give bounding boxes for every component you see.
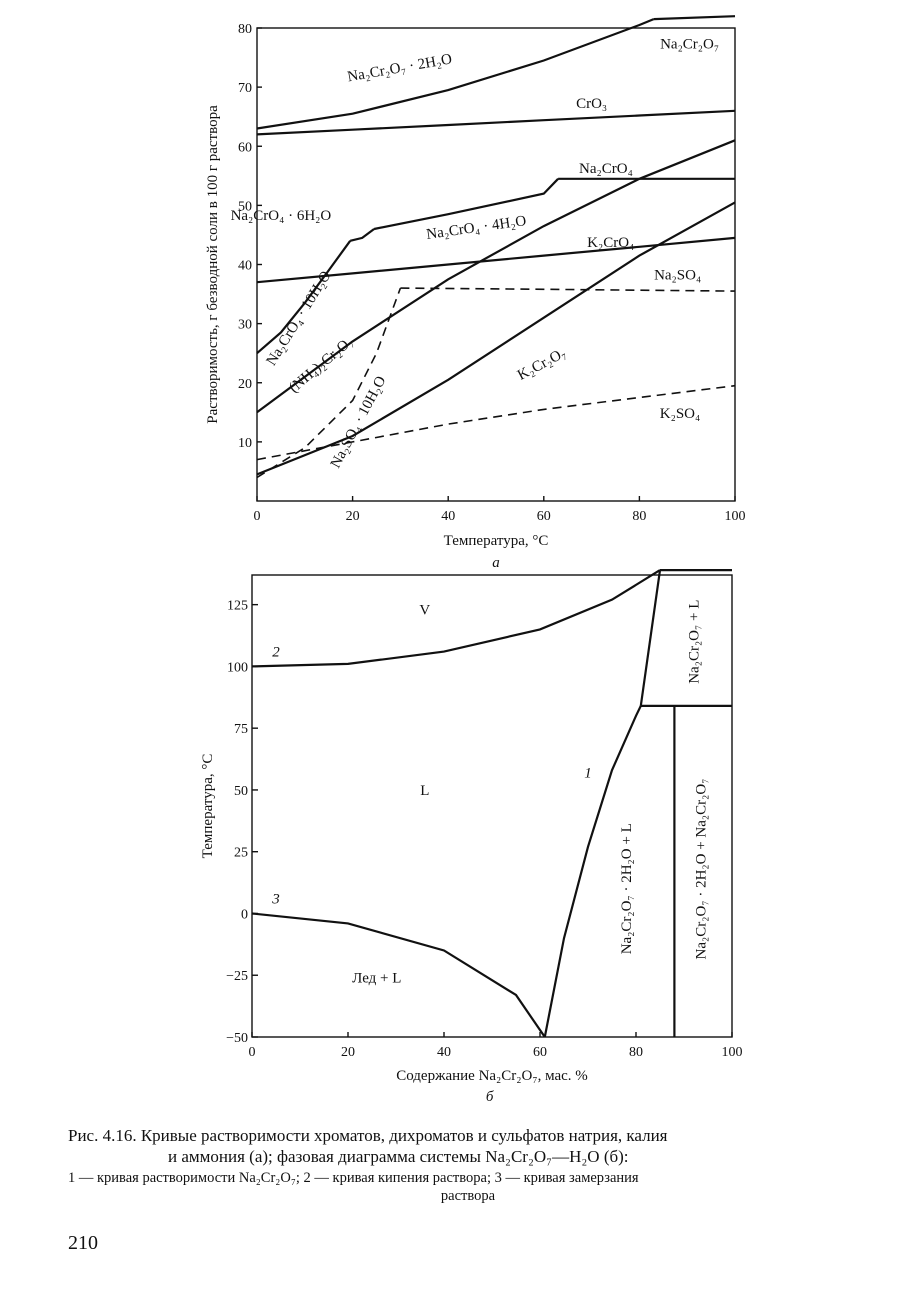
caption-line-2: и аммония (а); фазовая диаграмма системы… <box>168 1147 629 1166</box>
y-tick-label: 50 <box>238 199 252 214</box>
phase-line-3 <box>251 912 546 1038</box>
series-label: Na₂Cr₂O₇ · 2H₂O <box>346 51 453 85</box>
phase-line-2 <box>251 569 661 668</box>
x-tick-label: 0 <box>249 1045 256 1060</box>
y-tick-label: −25 <box>226 969 248 984</box>
series-line-na-so-10h-o <box>256 287 402 479</box>
y-tick-label: 100 <box>227 660 248 675</box>
y-tick-label: 10 <box>238 436 252 451</box>
x-tick-label: 40 <box>437 1045 451 1060</box>
y-tick-label: 0 <box>241 907 248 922</box>
plot-frame-a <box>256 27 736 502</box>
series-label: K₂CrO₄ <box>587 235 634 251</box>
y-tick-label: 60 <box>238 140 252 155</box>
page-number: 210 <box>68 1232 98 1254</box>
x-tick-label: 80 <box>629 1045 643 1060</box>
x-tick-label: 100 <box>725 509 746 524</box>
series-label: Na₂CrO₄ · 6H₂O <box>231 208 332 224</box>
curve-number-label: 2 <box>272 645 280 661</box>
curve-number-label: 3 <box>271 892 280 908</box>
region-label: Лед + L <box>352 971 401 987</box>
x-tick-label: 100 <box>722 1045 743 1060</box>
y-tick-label: 80 <box>238 22 252 37</box>
curve-number-label: 1 <box>584 766 592 782</box>
series-line-na-so <box>400 287 736 292</box>
y-tick-label: 75 <box>234 722 248 737</box>
y-tick-label: 40 <box>238 259 252 274</box>
series-label: (NH₄)₂Cr₂O₇ <box>286 334 356 397</box>
region-label: V <box>419 603 430 619</box>
series-line-cro <box>256 109 736 136</box>
series-label: Na₂CrO₄ <box>579 161 633 177</box>
x-tick-label: 20 <box>341 1045 355 1060</box>
caption-note-1: 1 — кривая растворимости Na₂Cr₂O₇; 2 — к… <box>68 1170 639 1186</box>
caption-line-1: Рис. 4.16. Кривые растворимости хроматов… <box>68 1126 668 1145</box>
series-label: CrO₃ <box>576 96 607 112</box>
x-tick-label: 60 <box>533 1045 547 1060</box>
y-tick-label: −50 <box>226 1031 248 1046</box>
figure-caption: Рис. 4.16. Кривые растворимости хроматов… <box>68 1125 868 1205</box>
plot-frame-b <box>251 574 733 1038</box>
x-tick-label: 40 <box>441 509 455 524</box>
region-label: Na₂Cr₂O₇ + L <box>686 600 702 684</box>
y-axis-label: Растворимость, г безводной соли в 100 г … <box>205 105 221 424</box>
series-line-nh-cr-o <box>256 139 736 414</box>
y-tick-label: 70 <box>238 81 252 96</box>
series-line-na-cro-6h-o <box>349 228 375 242</box>
series-label: K₂SO₄ <box>660 406 700 422</box>
x-axis-label: Содержание Na₂Cr₂O₇, мас. % <box>396 1068 588 1084</box>
series-line-na-cro-4h-o <box>373 178 559 231</box>
panel-label-a: а <box>492 555 500 571</box>
series-line-na-cro-10h-o <box>256 240 352 355</box>
region-label: L <box>420 783 429 799</box>
y-tick-label: 25 <box>234 846 248 861</box>
series-line-k-so <box>256 384 736 461</box>
panel-label-b: б <box>486 1089 494 1105</box>
region-label: Na₂Cr₂O₇ · 2H₂O + L <box>619 823 635 954</box>
chart-a: 0 20 40 60 80 100 10 20 30 40 50 60 70 80 Температура,… <box>205 15 746 571</box>
series-line-na-cr-o-2h-o <box>256 18 655 130</box>
series-line-k-cr-o <box>256 201 736 476</box>
series-label: Na₂Cr₂O₇ <box>660 37 719 53</box>
series-label: Na₂CrO₄ · 4H₂O <box>425 213 527 243</box>
series-label: Na₂SO₄ <box>654 267 701 283</box>
caption-note-2: раствора <box>440 1188 496 1204</box>
chart-b: 0 20 40 60 80 100 −50 −25 0 25 50 75 100 125 Содержани… <box>200 569 743 1105</box>
y-tick-label: 125 <box>227 599 248 614</box>
phase-line-1 <box>543 705 642 1038</box>
x-tick-label: 60 <box>537 509 551 524</box>
series-line-k-cro <box>256 236 736 284</box>
series-line-na-cr-o <box>653 15 736 21</box>
x-tick-label: 0 <box>254 509 261 524</box>
y-axis-label: Температура, °С <box>200 754 216 859</box>
x-tick-label: 80 <box>632 509 646 524</box>
x-tick-label: 20 <box>346 509 360 524</box>
y-tick-label: 20 <box>238 377 252 392</box>
phase-line-boundary <box>639 569 662 707</box>
y-tick-label: 50 <box>234 784 248 799</box>
region-label: Na₂Cr₂O₇ · 2H₂O + Na₂Cr₂O₇ <box>694 779 710 960</box>
series-label: K₂Cr₂O₇ <box>515 345 569 384</box>
y-tick-label: 30 <box>238 318 252 333</box>
x-axis-label: Температура, °С <box>444 533 549 549</box>
